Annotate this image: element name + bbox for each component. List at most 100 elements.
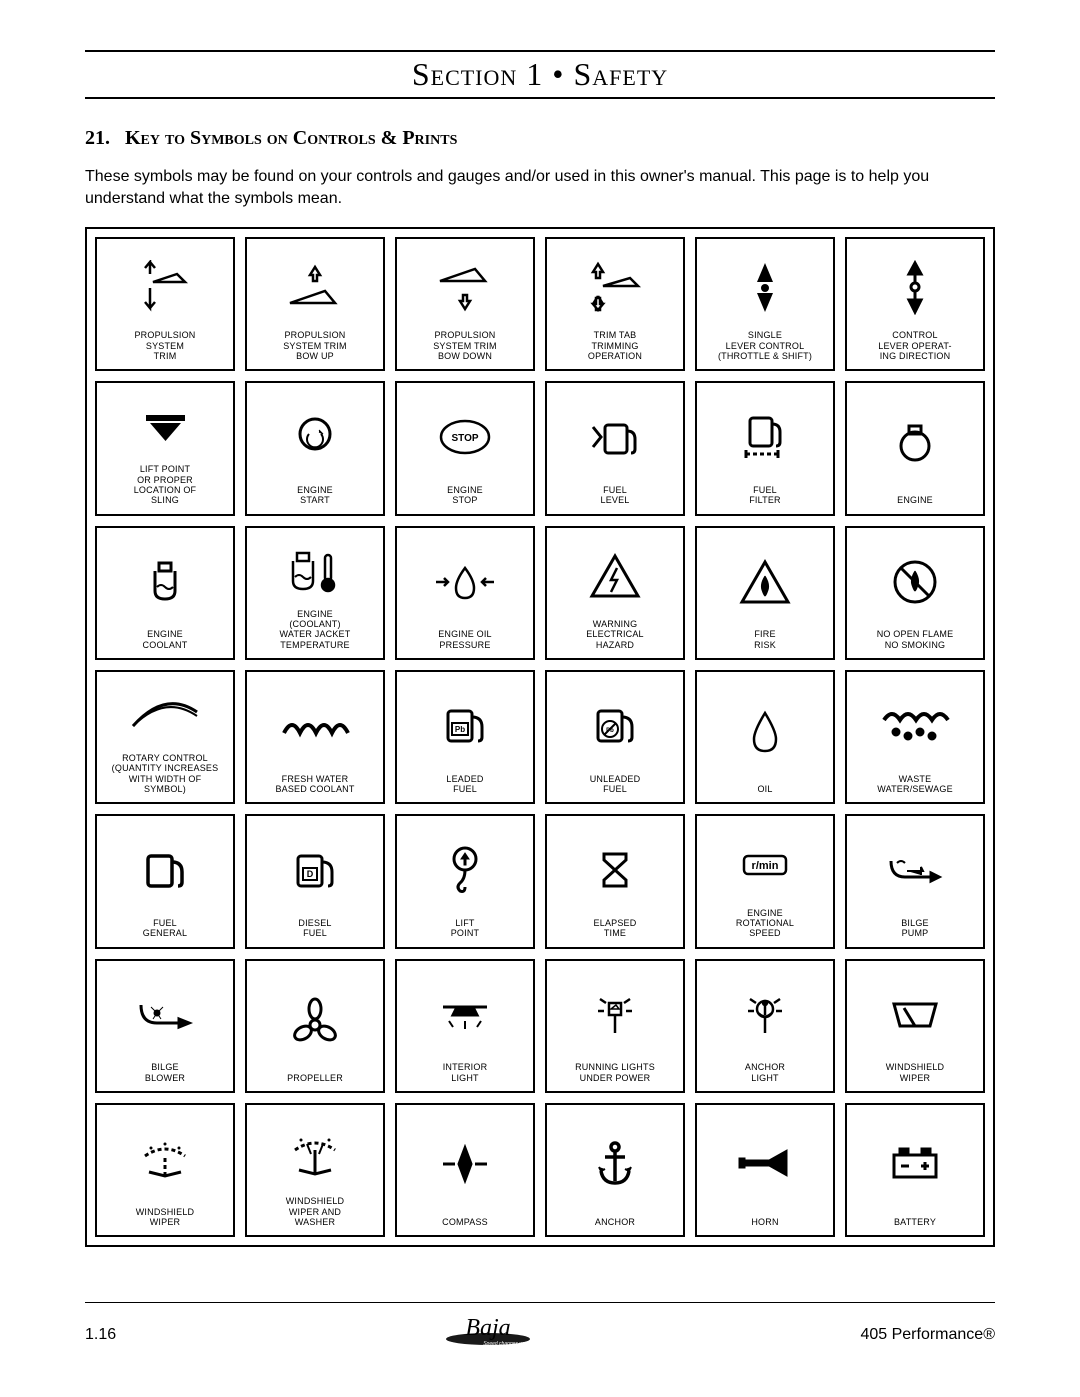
fuel-general-icon bbox=[101, 822, 229, 918]
cell-fresh-water-coolant: FRESH WATER BASED COOLANT bbox=[245, 670, 385, 804]
cell-label: BILGE PUMP bbox=[901, 918, 929, 939]
cell-label: FRESH WATER BASED COOLANT bbox=[275, 774, 354, 795]
cell-label: WINDSHIELD WIPER bbox=[136, 1207, 195, 1228]
cell-propulsion-trim-bow-up: PROPULSION SYSTEM TRIM BOW UP bbox=[245, 237, 385, 371]
fire-risk-icon bbox=[701, 534, 829, 630]
cell-fuel-general: FUEL GENERAL bbox=[95, 814, 235, 948]
cell-anchor-light: ANCHOR LIGHT bbox=[695, 959, 835, 1093]
cell-label: ELAPSED TIME bbox=[594, 918, 637, 939]
cell-label: ANCHOR LIGHT bbox=[745, 1062, 785, 1083]
cell-compass: COMPASS bbox=[395, 1103, 535, 1237]
cell-control-lever-direction: CONTROL LEVER OPERAT- ING DIRECTION bbox=[845, 237, 985, 371]
svg-text:Speed changes you.: Speed changes you. bbox=[484, 1341, 530, 1347]
footer-page-number: 1.16 bbox=[85, 1326, 116, 1344]
cell-label: CONTROL LEVER OPERAT- ING DIRECTION bbox=[878, 330, 951, 361]
fuel-filter-icon bbox=[701, 389, 829, 485]
cell-label: ENGINE START bbox=[297, 485, 333, 506]
svg-text:Baja: Baja bbox=[466, 1315, 511, 1341]
horn-icon bbox=[701, 1111, 829, 1217]
cell-label: WINDSHIELD WIPER AND WASHER bbox=[286, 1196, 345, 1227]
cell-oil: OIL bbox=[695, 670, 835, 804]
cell-engine-stop: STOP ENGINE STOP bbox=[395, 381, 535, 515]
heading-text: Key to Symbols on Controls & Prints bbox=[125, 127, 457, 149]
cell-windshield-wiper-2: WINDSHIELD WIPER bbox=[95, 1103, 235, 1237]
cell-label: FUEL FILTER bbox=[749, 485, 781, 506]
section-title: Section 1 • Safety bbox=[412, 56, 668, 92]
footer-model: 405 Performance® bbox=[860, 1326, 995, 1344]
control-lever-direction-icon bbox=[851, 245, 979, 330]
windshield-wiper-washer-icon bbox=[251, 1111, 379, 1196]
fuel-level-icon bbox=[551, 389, 679, 485]
leaded-fuel-icon: Pb bbox=[401, 678, 529, 774]
cell-label: SINGLE LEVER CONTROL (THROTTLE & SHIFT) bbox=[718, 330, 812, 361]
cell-label: COMPASS bbox=[442, 1217, 488, 1227]
engine-start-icon bbox=[251, 389, 379, 485]
cell-windshield-wiper-washer: WINDSHIELD WIPER AND WASHER bbox=[245, 1103, 385, 1237]
oil-icon bbox=[701, 678, 829, 784]
battery-icon bbox=[851, 1111, 979, 1217]
cell-lift-point: LIFT POINT bbox=[395, 814, 535, 948]
cell-bilge-blower: BILGE BLOWER bbox=[95, 959, 235, 1093]
cell-label: PROPULSION SYSTEM TRIM BOW UP bbox=[283, 330, 347, 361]
cell-label: ENGINE COOLANT bbox=[143, 629, 188, 650]
trim-tab-icon bbox=[551, 245, 679, 330]
cell-fuel-level: FUEL LEVEL bbox=[545, 381, 685, 515]
warning-electrical-icon bbox=[551, 534, 679, 619]
cell-label: BILGE BLOWER bbox=[145, 1062, 185, 1083]
cell-engine-coolant-temp: ENGINE (COOLANT) WATER JACKET TEMPERATUR… bbox=[245, 526, 385, 660]
cell-rotary-control: ROTARY CONTROL (QUANTITY INCREASES WITH … bbox=[95, 670, 235, 804]
cell-label: ENGINE (COOLANT) WATER JACKET TEMPERATUR… bbox=[280, 609, 351, 650]
lift-point-sling-icon bbox=[101, 389, 229, 464]
cell-engine-oil-pressure: ENGINE OIL PRESSURE bbox=[395, 526, 535, 660]
cell-label: LEADED FUEL bbox=[446, 774, 483, 795]
anchor-light-icon bbox=[701, 967, 829, 1063]
engine-icon bbox=[851, 389, 979, 495]
cell-interior-light: INTERIOR LIGHT bbox=[395, 959, 535, 1093]
cell-label: PROPULSION SYSTEM TRIM bbox=[134, 330, 195, 361]
cell-label: LIFT POINT OR PROPER LOCATION OF SLING bbox=[134, 464, 197, 505]
cell-label: ROTARY CONTROL (QUANTITY INCREASES WITH … bbox=[112, 753, 219, 794]
cell-trim-tab: TRIM TAB TRIMMING OPERATION bbox=[545, 237, 685, 371]
cell-leaded-fuel: Pb LEADED FUEL bbox=[395, 670, 535, 804]
cell-no-open-flame: NO OPEN FLAME NO SMOKING bbox=[845, 526, 985, 660]
compass-icon bbox=[401, 1111, 529, 1217]
cell-label: DIESEL FUEL bbox=[298, 918, 331, 939]
cell-elapsed-time: ELAPSED TIME bbox=[545, 814, 685, 948]
anchor-icon bbox=[551, 1111, 679, 1217]
cell-label: ENGINE OIL PRESSURE bbox=[438, 629, 492, 650]
cell-label: WARNING ELECTRICAL HAZARD bbox=[586, 619, 644, 650]
running-lights-icon bbox=[551, 967, 679, 1063]
footer-logo: BajaSpeed changes you. bbox=[116, 1313, 860, 1357]
rotary-control-icon bbox=[101, 678, 229, 753]
propeller-icon bbox=[251, 967, 379, 1073]
engine-oil-pressure-icon bbox=[401, 534, 529, 630]
lift-point-icon bbox=[401, 822, 529, 918]
intro-text: These symbols may be found on your contr… bbox=[85, 166, 995, 209]
engine-rpm-icon: r/min bbox=[701, 822, 829, 907]
cell-propulsion-system-trim: PROPULSION SYSTEM TRIM bbox=[95, 237, 235, 371]
cell-waste-water: WASTE WATER/SEWAGE bbox=[845, 670, 985, 804]
cell-label: RUNNING LIGHTS UNDER POWER bbox=[575, 1062, 655, 1083]
subheading: 21. Key to Symbols on Controls & Prints bbox=[85, 127, 995, 150]
waste-water-icon bbox=[851, 678, 979, 774]
svg-text:Pb: Pb bbox=[454, 725, 464, 734]
cell-warning-electrical: WARNING ELECTRICAL HAZARD bbox=[545, 526, 685, 660]
single-lever-control-icon bbox=[701, 245, 829, 330]
page-footer: 1.16 BajaSpeed changes you. 405 Performa… bbox=[85, 1302, 995, 1357]
engine-coolant-temp-icon bbox=[251, 534, 379, 609]
cell-label: ENGINE ROTATIONAL SPEED bbox=[736, 908, 794, 939]
cell-propulsion-trim-bow-down: PROPULSION SYSTEM TRIM BOW DOWN bbox=[395, 237, 535, 371]
unleaded-fuel-icon: Pb bbox=[551, 678, 679, 774]
cell-label: PROPELLER bbox=[287, 1073, 343, 1083]
cell-label: WINDSHIELD WIPER bbox=[886, 1062, 945, 1083]
cell-label: OIL bbox=[757, 784, 772, 794]
cell-label: ENGINE bbox=[897, 495, 933, 505]
windshield-wiper-icon bbox=[851, 967, 979, 1063]
cell-battery: BATTERY bbox=[845, 1103, 985, 1237]
cell-label: NO OPEN FLAME NO SMOKING bbox=[877, 629, 954, 650]
engine-coolant-icon bbox=[101, 534, 229, 630]
cell-running-lights: RUNNING LIGHTS UNDER POWER bbox=[545, 959, 685, 1093]
cell-label: ENGINE STOP bbox=[447, 485, 483, 506]
cell-label: UNLEADED FUEL bbox=[590, 774, 641, 795]
svg-text:STOP: STOP bbox=[451, 433, 478, 444]
